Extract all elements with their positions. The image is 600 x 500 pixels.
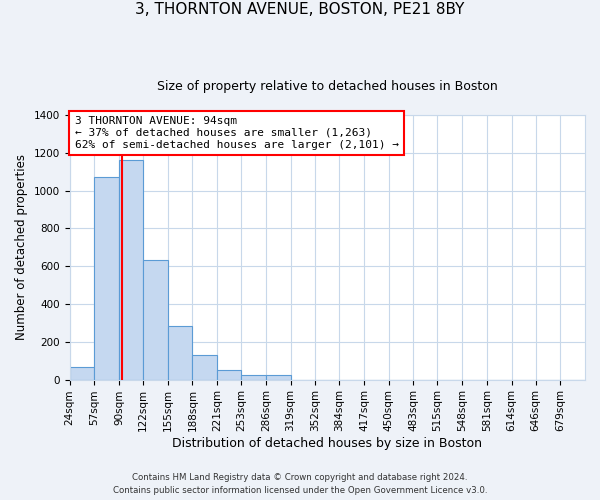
Text: 3, THORNTON AVENUE, BOSTON, PE21 8BY: 3, THORNTON AVENUE, BOSTON, PE21 8BY — [136, 2, 464, 18]
X-axis label: Distribution of detached houses by size in Boston: Distribution of detached houses by size … — [172, 437, 482, 450]
Bar — [217, 370, 241, 380]
Bar — [193, 355, 217, 380]
Title: Size of property relative to detached houses in Boston: Size of property relative to detached ho… — [157, 80, 497, 93]
Text: 3 THORNTON AVENUE: 94sqm
← 37% of detached houses are smaller (1,263)
62% of sem: 3 THORNTON AVENUE: 94sqm ← 37% of detach… — [74, 116, 398, 150]
Bar — [167, 326, 193, 380]
Bar — [266, 375, 290, 380]
Bar — [119, 160, 143, 380]
Y-axis label: Number of detached properties: Number of detached properties — [15, 154, 28, 340]
Bar — [94, 178, 119, 380]
Text: Contains HM Land Registry data © Crown copyright and database right 2024.
Contai: Contains HM Land Registry data © Crown c… — [113, 474, 487, 495]
Bar — [241, 375, 266, 380]
Bar — [143, 260, 167, 380]
Bar — [70, 368, 94, 380]
